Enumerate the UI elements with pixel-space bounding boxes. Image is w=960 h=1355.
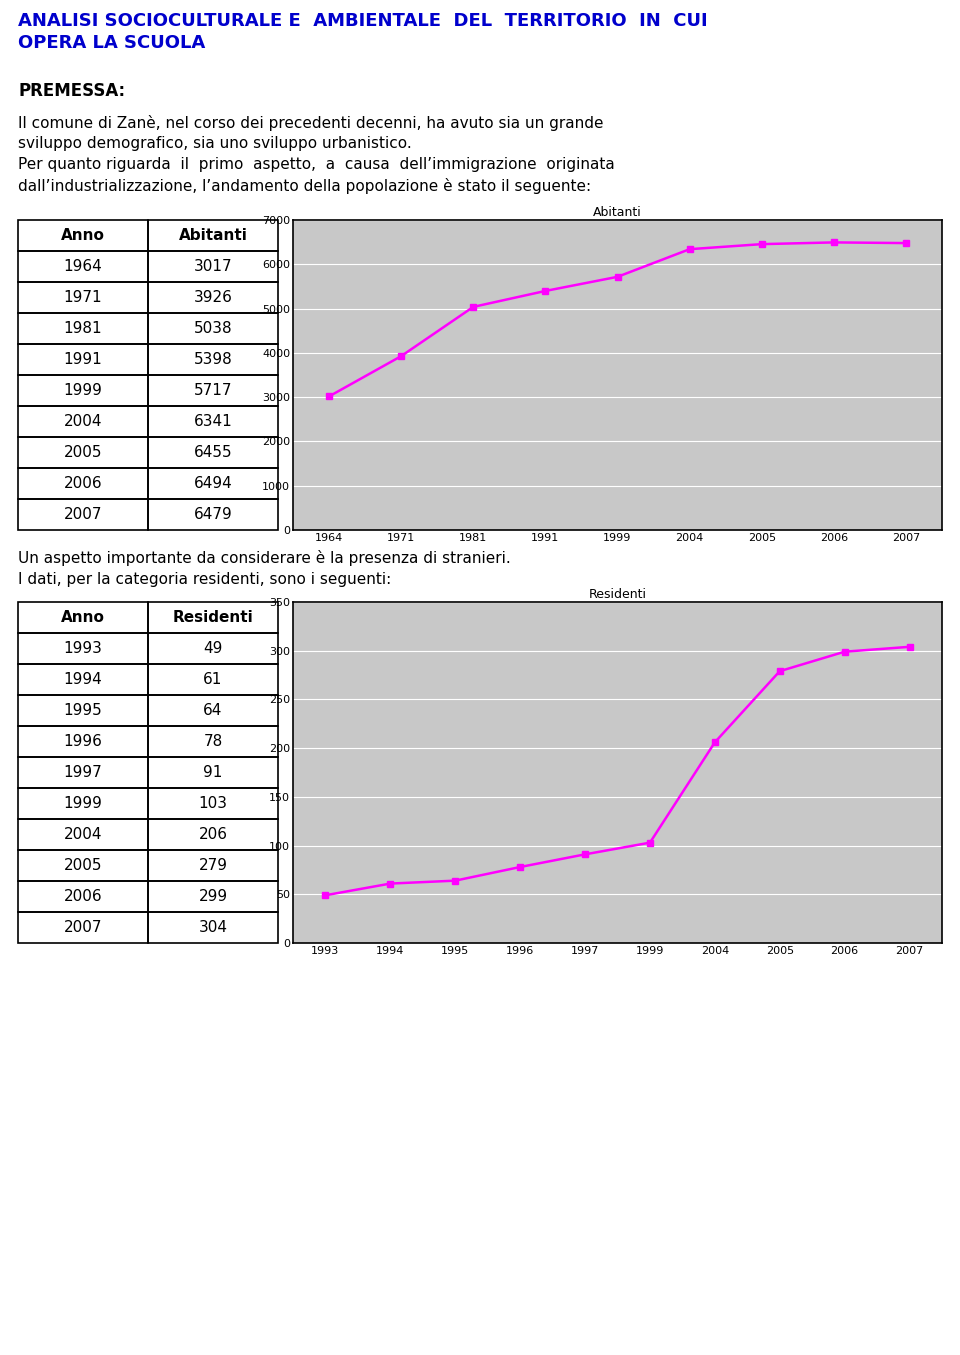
Bar (148, 757, 278, 789)
Bar (148, 406, 278, 438)
Bar (148, 499, 278, 530)
Text: 279: 279 (199, 858, 228, 873)
Text: 1999: 1999 (63, 383, 103, 398)
Bar (18, 912, 148, 943)
Text: PREMESSA:: PREMESSA: (18, 83, 125, 100)
Bar (18, 406, 148, 438)
Bar (148, 633, 278, 664)
Bar (148, 695, 278, 726)
Text: 49: 49 (204, 641, 223, 656)
Bar (18, 344, 148, 375)
Text: 299: 299 (199, 889, 228, 904)
Text: 5038: 5038 (194, 321, 232, 336)
Text: 2005: 2005 (63, 858, 103, 873)
Text: Un aspetto importante da considerare è la presenza di stranieri.: Un aspetto importante da considerare è l… (18, 550, 511, 566)
Text: sviluppo demografico, sia uno sviluppo urbanistico.: sviluppo demografico, sia uno sviluppo u… (18, 136, 412, 150)
Bar (18, 602, 148, 633)
Bar (148, 220, 278, 251)
Text: Per quanto riguarda  il  primo  aspetto,  a  causa  dell’immigrazione  originata: Per quanto riguarda il primo aspetto, a … (18, 157, 614, 172)
Text: 1993: 1993 (63, 641, 103, 656)
Text: 2006: 2006 (63, 889, 103, 904)
Text: 2007: 2007 (63, 507, 103, 522)
Bar (18, 881, 148, 912)
Text: 2006: 2006 (63, 476, 103, 491)
Bar (148, 467, 278, 499)
Bar (18, 467, 148, 499)
Bar (18, 789, 148, 818)
Text: 103: 103 (199, 795, 228, 812)
Text: ANALISI SOCIOCULTURALE E  AMBIENTALE  DEL  TERRITORIO  IN  CUI: ANALISI SOCIOCULTURALE E AMBIENTALE DEL … (18, 12, 708, 30)
Text: 304: 304 (199, 920, 228, 935)
Bar (18, 375, 148, 406)
Bar (148, 344, 278, 375)
Text: Il comune di Zanè, nel corso dei precedenti decenni, ha avuto sia un grande: Il comune di Zanè, nel corso dei precede… (18, 115, 604, 131)
Bar (18, 726, 148, 757)
Text: 5398: 5398 (194, 352, 232, 367)
Bar (18, 313, 148, 344)
Bar (148, 789, 278, 818)
Bar (148, 664, 278, 695)
Bar (18, 850, 148, 881)
Bar (18, 282, 148, 313)
Text: 3017: 3017 (194, 259, 232, 274)
Text: 2004: 2004 (63, 415, 103, 430)
Bar (18, 220, 148, 251)
Text: 1997: 1997 (63, 766, 103, 780)
Bar (18, 251, 148, 282)
Bar (148, 313, 278, 344)
Text: 5717: 5717 (194, 383, 232, 398)
Bar (148, 602, 278, 633)
Text: 6341: 6341 (194, 415, 232, 430)
Text: 64: 64 (204, 703, 223, 718)
Bar (18, 757, 148, 789)
Bar (18, 818, 148, 850)
Text: Anno: Anno (61, 228, 105, 243)
Bar (148, 282, 278, 313)
Text: 3926: 3926 (194, 290, 232, 305)
Text: 1999: 1999 (63, 795, 103, 812)
Bar (148, 850, 278, 881)
Text: Residenti: Residenti (173, 610, 253, 625)
Text: 91: 91 (204, 766, 223, 780)
Text: 6455: 6455 (194, 444, 232, 459)
Text: 2005: 2005 (63, 444, 103, 459)
Text: 2007: 2007 (63, 920, 103, 935)
Bar (18, 695, 148, 726)
Bar (148, 726, 278, 757)
Text: 1981: 1981 (63, 321, 103, 336)
Bar (148, 251, 278, 282)
Bar (18, 438, 148, 467)
Bar (148, 438, 278, 467)
Text: OPERA LA SCUOLA: OPERA LA SCUOLA (18, 34, 205, 51)
Text: dall’industrializzazione, l’andamento della popolazione è stato il seguente:: dall’industrializzazione, l’andamento de… (18, 178, 591, 194)
Text: 2004: 2004 (63, 827, 103, 841)
Bar (148, 818, 278, 850)
Text: Anno: Anno (61, 610, 105, 625)
Text: 1994: 1994 (63, 672, 103, 687)
Text: 78: 78 (204, 734, 223, 749)
Title: Abitanti: Abitanti (593, 206, 642, 220)
Text: 1971: 1971 (63, 290, 103, 305)
Bar (18, 633, 148, 664)
Text: 1995: 1995 (63, 703, 103, 718)
Bar (148, 375, 278, 406)
Text: I dati, per la categoria residenti, sono i seguenti:: I dati, per la categoria residenti, sono… (18, 572, 392, 587)
Text: 61: 61 (204, 672, 223, 687)
Bar (18, 664, 148, 695)
Text: 1964: 1964 (63, 259, 103, 274)
Text: 6479: 6479 (194, 507, 232, 522)
Text: Abitanti: Abitanti (179, 228, 248, 243)
Title: Residenti: Residenti (588, 588, 646, 600)
Text: 206: 206 (199, 827, 228, 841)
Text: 1996: 1996 (63, 734, 103, 749)
Text: 6494: 6494 (194, 476, 232, 491)
Bar (148, 912, 278, 943)
Text: 1991: 1991 (63, 352, 103, 367)
Bar (18, 499, 148, 530)
Bar (148, 881, 278, 912)
